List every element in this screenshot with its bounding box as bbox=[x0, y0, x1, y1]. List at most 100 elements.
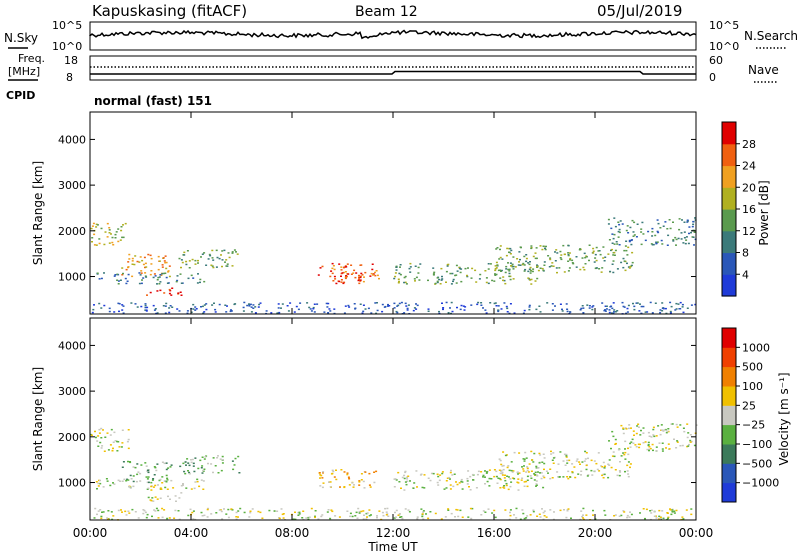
heatmap-cell bbox=[331, 267, 334, 270]
heatmap-cell bbox=[376, 274, 379, 277]
heatmap-cell bbox=[340, 281, 343, 283]
heatmap-cell bbox=[154, 308, 157, 310]
heatmap-cell bbox=[357, 279, 360, 282]
heatmap-cell bbox=[568, 252, 571, 254]
heatmap-cell bbox=[626, 516, 629, 519]
heatmap-cell bbox=[374, 274, 377, 277]
heatmap-cell bbox=[484, 511, 487, 513]
heatmap-cell bbox=[592, 514, 594, 516]
heatmap-cell bbox=[239, 507, 242, 510]
heatmap-cell bbox=[528, 304, 531, 307]
heatmap-cell bbox=[618, 223, 621, 226]
colorbar-tick-label: 500 bbox=[742, 361, 763, 374]
heatmap-cell bbox=[93, 233, 96, 236]
heatmap-cell bbox=[347, 304, 350, 307]
heatmap-cell bbox=[114, 440, 117, 442]
heatmap-cell bbox=[106, 236, 109, 238]
heatmap-cell bbox=[221, 518, 224, 520]
heatmap-cell bbox=[622, 305, 625, 308]
heatmap-cell bbox=[381, 511, 384, 514]
heatmap-cell bbox=[630, 427, 632, 429]
heatmap-cell bbox=[603, 473, 606, 476]
heatmap-cell bbox=[114, 233, 117, 236]
heatmap-cell bbox=[438, 479, 441, 482]
heatmap-cell bbox=[441, 278, 444, 280]
heatmap-cell bbox=[152, 486, 155, 488]
heatmap-cell bbox=[459, 267, 461, 270]
heatmap-cell bbox=[472, 479, 474, 481]
heatmap-cell bbox=[386, 513, 389, 515]
heatmap-cell bbox=[446, 477, 449, 479]
heatmap-cell bbox=[371, 268, 374, 271]
heatmap-cell bbox=[676, 440, 679, 442]
heatmap-cell bbox=[183, 470, 186, 473]
heatmap-cell bbox=[98, 278, 101, 280]
heatmap-cell bbox=[681, 516, 684, 518]
y-tick-label: 2000 bbox=[58, 431, 86, 444]
heatmap-cell bbox=[397, 471, 400, 474]
heatmap-cell bbox=[561, 310, 564, 312]
heatmap-cell bbox=[640, 429, 642, 432]
heatmap-cell bbox=[508, 518, 511, 521]
heatmap-cell bbox=[211, 265, 214, 267]
heatmap-cell bbox=[165, 474, 168, 477]
heatmap-cell bbox=[445, 270, 448, 273]
heatmap-cell bbox=[90, 227, 93, 230]
heatmap-cell bbox=[511, 263, 514, 266]
colorbar-swatch bbox=[722, 405, 736, 426]
heatmap-cell bbox=[598, 470, 601, 472]
heatmap-cell bbox=[495, 305, 498, 307]
heatmap-cell bbox=[499, 472, 502, 475]
heatmap-cell bbox=[694, 217, 696, 219]
heatmap-cell bbox=[147, 469, 150, 472]
heatmap-cell bbox=[564, 464, 567, 466]
heatmap-cell bbox=[598, 250, 601, 252]
heatmap-cell bbox=[301, 517, 304, 519]
heatmap-cell bbox=[588, 307, 591, 309]
heatmap-cell bbox=[532, 268, 535, 270]
heatmap-cell bbox=[149, 291, 152, 294]
beam-title: Beam 12 bbox=[355, 4, 418, 20]
heatmap-cell bbox=[549, 477, 552, 480]
heatmap-cell bbox=[176, 308, 179, 310]
heatmap-cell bbox=[197, 273, 199, 275]
heatmap-cell bbox=[497, 269, 500, 272]
heatmap-cell bbox=[499, 487, 502, 489]
heatmap-cell bbox=[209, 254, 212, 257]
heatmap-cell bbox=[340, 469, 343, 471]
heatmap-cell bbox=[536, 515, 539, 517]
x-tick-label: 00:00 bbox=[679, 526, 714, 540]
heatmap-cell bbox=[168, 292, 171, 295]
heatmap-cell bbox=[680, 232, 683, 234]
heatmap-cell bbox=[569, 311, 572, 313]
heatmap-cell bbox=[686, 219, 689, 221]
heatmap-cell bbox=[252, 307, 255, 309]
heatmap-cell bbox=[450, 301, 453, 304]
heatmap-cell bbox=[417, 266, 420, 269]
heatmap-cell bbox=[578, 249, 581, 251]
heatmap-cell bbox=[180, 259, 183, 261]
heatmap-cell bbox=[114, 274, 117, 276]
heatmap-cell bbox=[529, 272, 532, 274]
heatmap-cell bbox=[559, 509, 562, 512]
heatmap-cell bbox=[120, 446, 123, 448]
heatmap-cell bbox=[215, 512, 218, 514]
heatmap-cell bbox=[584, 256, 587, 259]
x-tick-label: 16:00 bbox=[477, 526, 512, 540]
heatmap-cell bbox=[134, 303, 137, 305]
heatmap-cell bbox=[93, 517, 96, 519]
heatmap-cell bbox=[449, 471, 452, 474]
heatmap-cell bbox=[551, 309, 554, 311]
heatmap-cell bbox=[234, 457, 237, 460]
heatmap-cell bbox=[108, 229, 111, 231]
heatmap-cell bbox=[644, 239, 647, 242]
heatmap-cell bbox=[537, 467, 540, 469]
heatmap-cell bbox=[360, 510, 363, 513]
heatmap-cell bbox=[612, 451, 615, 453]
heatmap-cell bbox=[470, 517, 473, 520]
y-tick-label: 4000 bbox=[58, 133, 86, 146]
heatmap-cell bbox=[640, 312, 643, 315]
heatmap-cell bbox=[122, 312, 125, 314]
heatmap-cell bbox=[607, 253, 610, 255]
heatmap-cell bbox=[495, 273, 498, 276]
